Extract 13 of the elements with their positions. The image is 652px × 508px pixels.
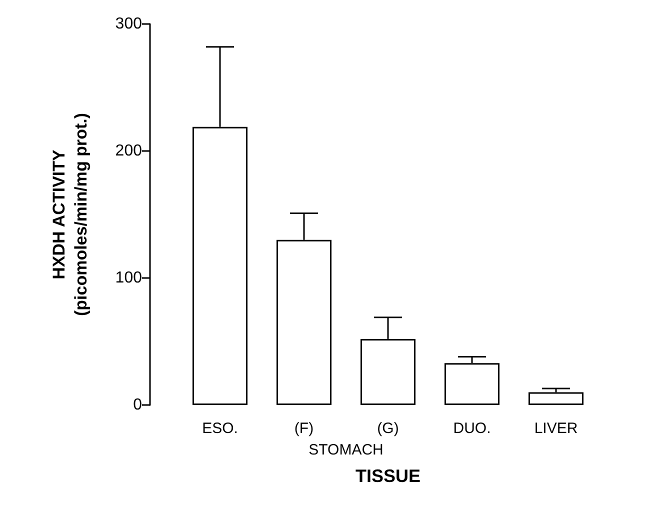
- y-tick-label: 0: [133, 396, 142, 414]
- x-tick-label: (F): [294, 420, 314, 437]
- x-tick-label: (G): [377, 420, 399, 437]
- x-tick-label: ESO.: [202, 420, 238, 437]
- y-tick-label: 100: [115, 270, 142, 286]
- y-tick-label: 300: [115, 16, 142, 32]
- text: STOMACH: [308, 442, 384, 458]
- y-axis-title: HXDH ACTIVITY (picomoles/min/mg prot.): [50, 112, 90, 316]
- bar: [528, 392, 584, 405]
- x-axis-title: TISSUE: [355, 466, 421, 486]
- y-tick-label: 200: [115, 142, 142, 160]
- x-tick-label: DUO.: [453, 420, 491, 437]
- x-tick-label: LIVER: [534, 420, 578, 437]
